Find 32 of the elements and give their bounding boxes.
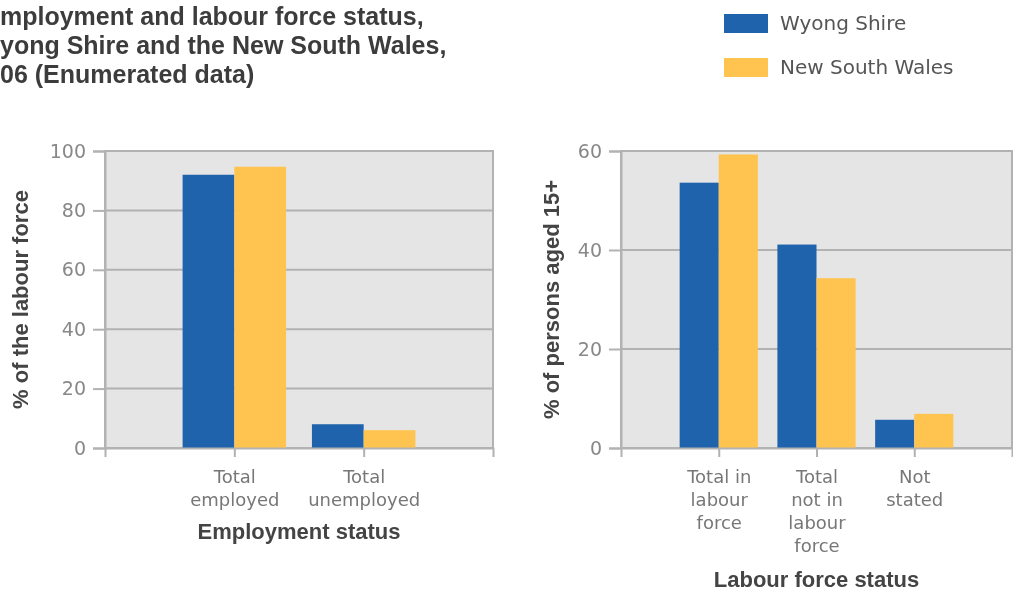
y-tick-label: 40 xyxy=(577,238,602,261)
bar xyxy=(718,154,758,448)
legend-label: New South Wales xyxy=(780,55,954,79)
bar xyxy=(816,278,856,448)
bar xyxy=(875,419,915,448)
y-axis-title: % of the labour force xyxy=(7,190,33,409)
bar xyxy=(679,182,719,448)
bar xyxy=(311,424,364,448)
x-tick-label: Total in labour force xyxy=(686,465,752,533)
y-tick-label: 60 xyxy=(61,258,86,281)
y-tick-label: 20 xyxy=(61,377,86,400)
y-tick-label: 20 xyxy=(577,337,602,360)
y-axis-title: % of persons aged 15+ xyxy=(538,179,564,420)
bar xyxy=(234,166,287,448)
x-tick-label: Total employed xyxy=(190,465,280,510)
chart-title: mployment and labour force status, yong Shire and the New South Wales, 06 (Enumerated data) xyxy=(0,2,447,88)
x-axis-title: Employment status xyxy=(197,519,401,544)
x-tick-label: Total unemployed xyxy=(308,465,421,510)
bar xyxy=(914,413,954,448)
y-tick-label: 0 xyxy=(589,436,602,459)
bar xyxy=(363,430,416,448)
y-tick-label: 0 xyxy=(73,436,86,459)
y-tick-label: 40 xyxy=(61,317,86,340)
x-axis-title: Labour force status xyxy=(713,567,920,591)
bar xyxy=(182,174,235,448)
x-tick-label: Not stated xyxy=(886,465,944,510)
y-tick-label: 60 xyxy=(577,139,602,162)
legend-label: Wyong Shire xyxy=(780,11,907,35)
y-tick-label: 80 xyxy=(61,198,86,221)
bar xyxy=(777,244,817,448)
y-tick-label: 100 xyxy=(49,139,86,162)
x-tick-label: Total not in labour force xyxy=(788,465,847,556)
